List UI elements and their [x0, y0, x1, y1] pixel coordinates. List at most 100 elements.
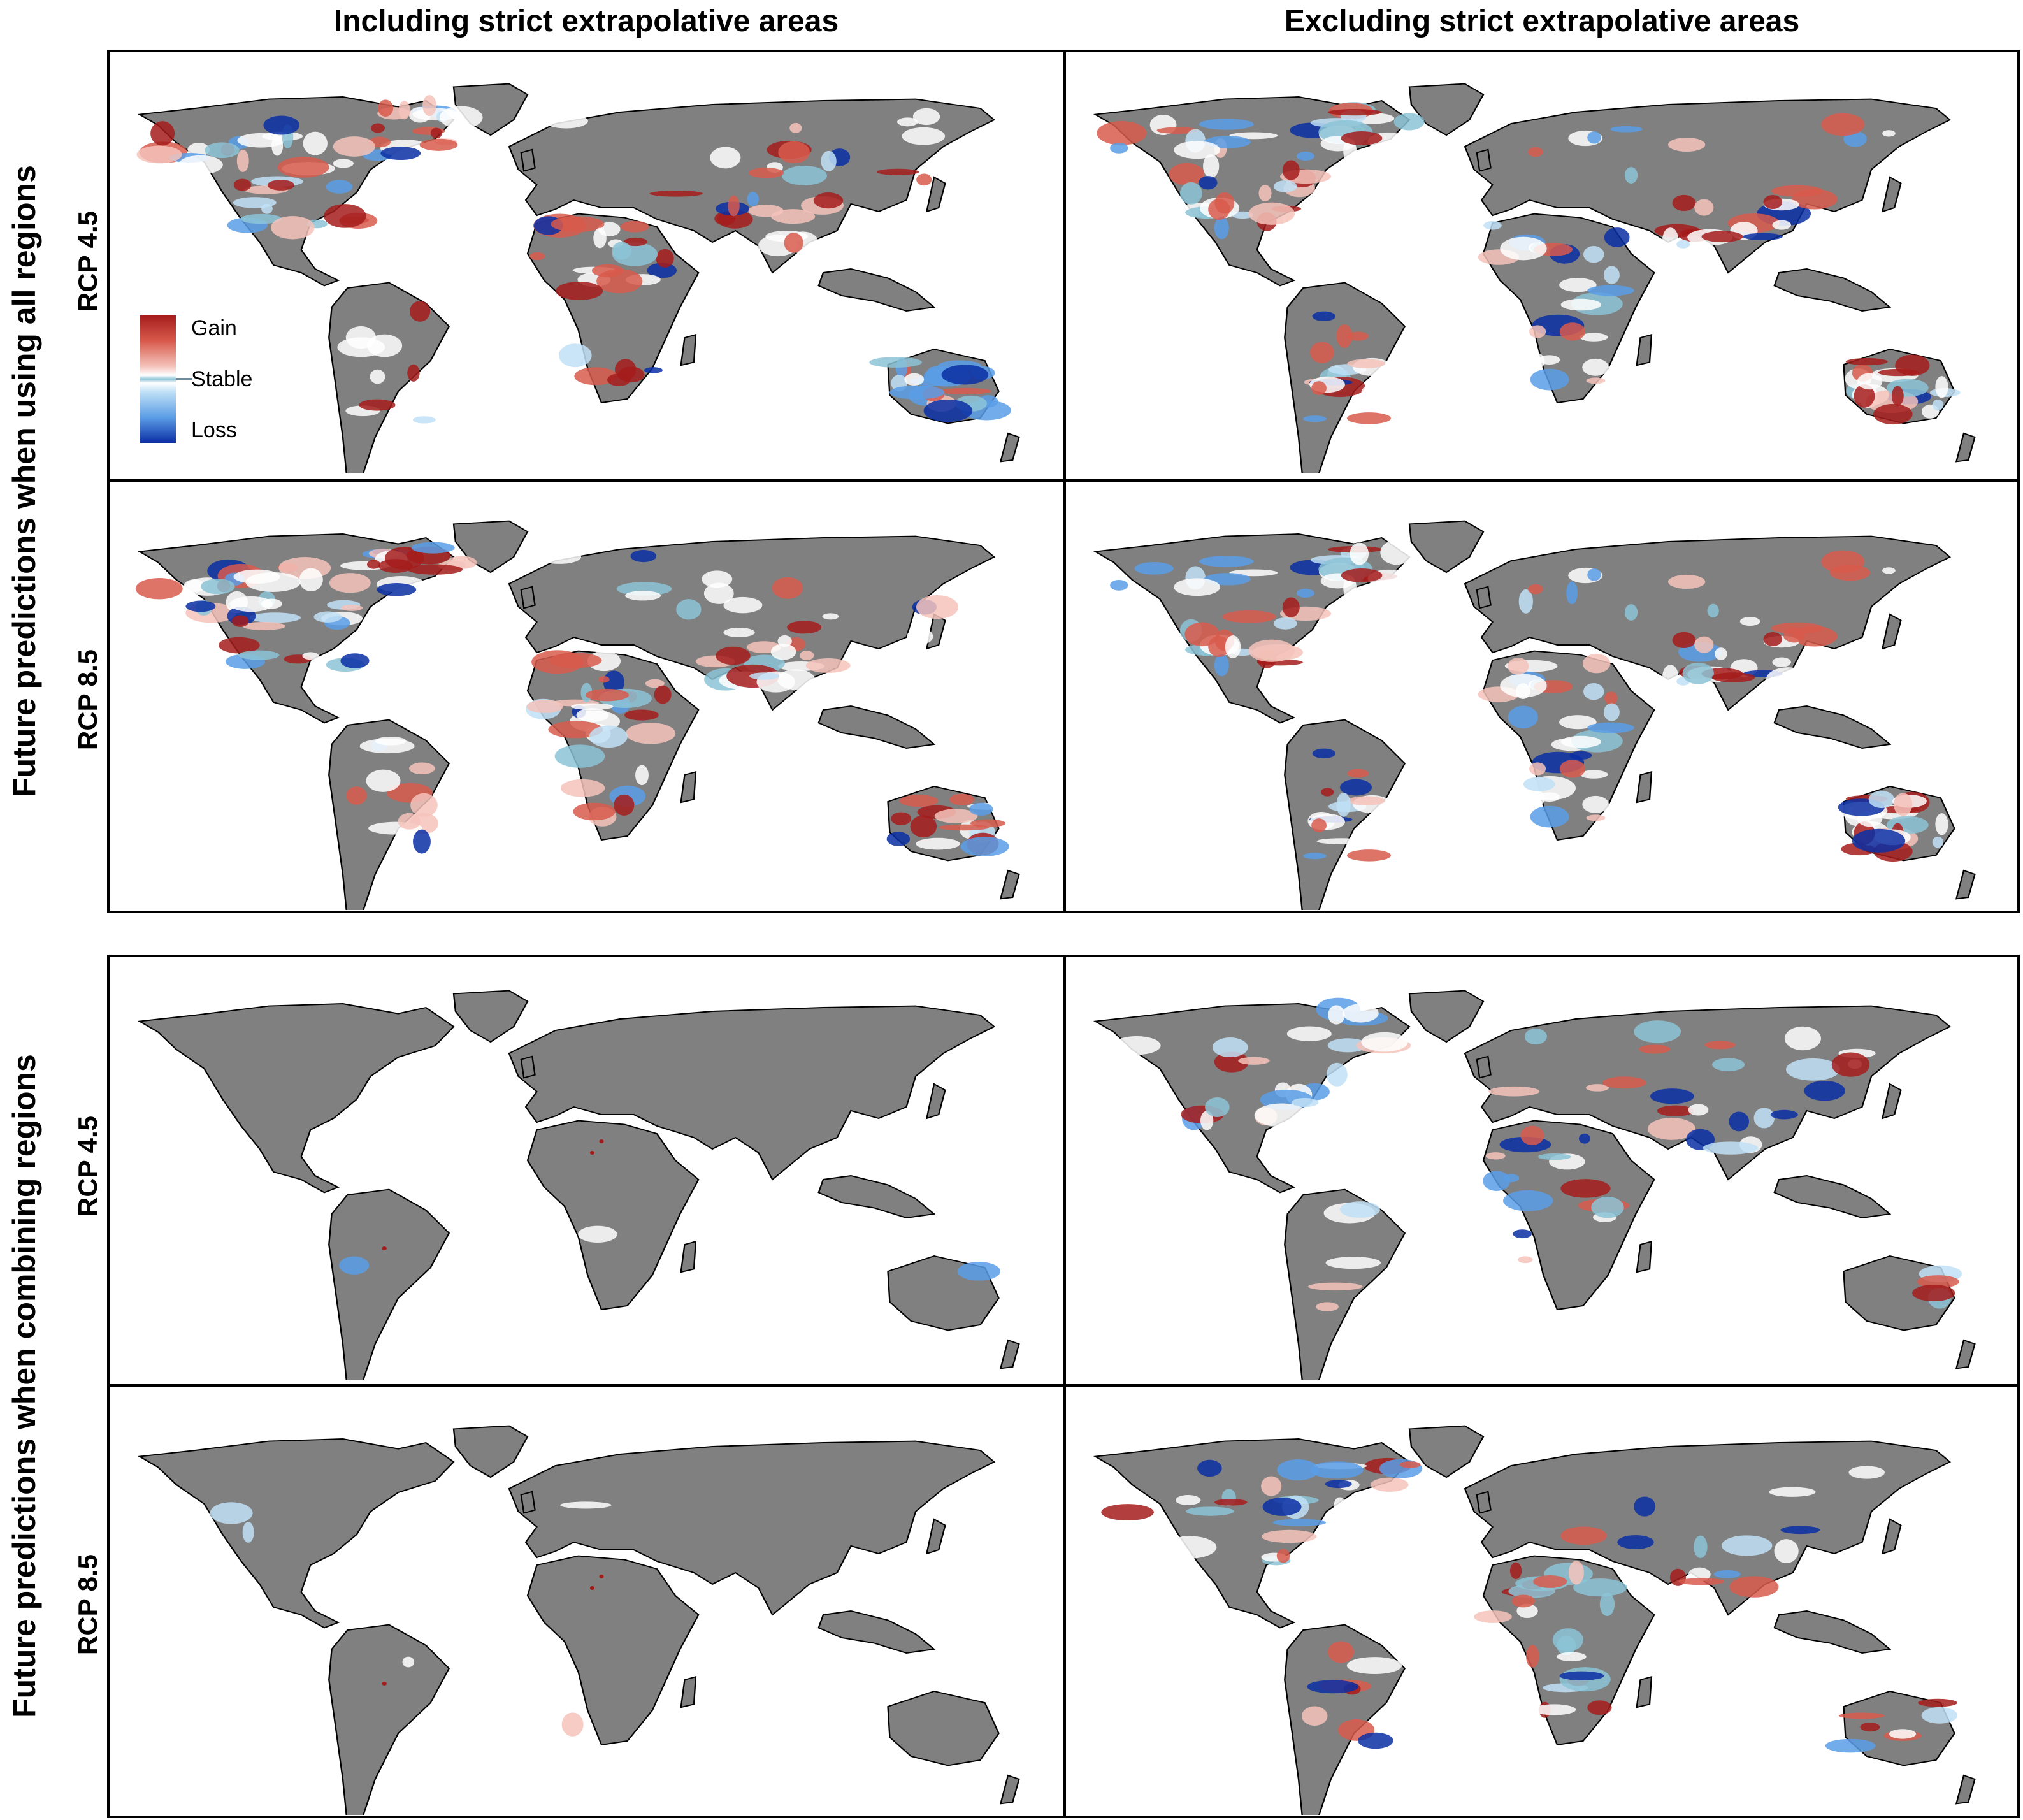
change-patch	[549, 653, 602, 668]
change-patch	[1729, 1111, 1750, 1132]
change-patch	[1358, 1732, 1393, 1749]
change-patch	[614, 794, 635, 816]
change-patch	[1530, 368, 1569, 391]
change-patch	[1341, 568, 1383, 582]
change-patch	[1559, 760, 1586, 778]
change-patch	[1580, 333, 1608, 342]
change-patch	[233, 569, 280, 584]
change-patch	[1857, 373, 1883, 390]
change-patch	[1340, 779, 1372, 796]
legend-label-gain: Gain	[191, 316, 237, 340]
change-patch	[702, 570, 733, 588]
change-patch	[1783, 627, 1806, 643]
change-patch	[1624, 167, 1638, 184]
change-patch	[1604, 227, 1630, 247]
change-patch	[1918, 1698, 1957, 1707]
change-patch	[899, 795, 939, 807]
change-patch	[1296, 151, 1314, 161]
change-speck	[589, 1586, 595, 1590]
change-patch	[1580, 770, 1608, 779]
change-patch	[340, 605, 363, 611]
change-patch	[1525, 352, 1545, 370]
change-patch	[1104, 609, 1125, 617]
change-patch	[576, 708, 609, 722]
change-patch	[1291, 1097, 1319, 1108]
change-patch	[1566, 581, 1578, 605]
change-patch	[578, 1225, 617, 1243]
change-patch	[1610, 126, 1643, 133]
change-patch	[185, 600, 216, 612]
change-patch	[359, 739, 415, 754]
change-patch	[969, 802, 993, 816]
change-patch	[1650, 1088, 1694, 1104]
change-patch	[1583, 246, 1604, 263]
change-patch	[1603, 703, 1620, 721]
change-patch	[1703, 1141, 1759, 1155]
change-patch	[1184, 622, 1220, 647]
change-patch	[1559, 322, 1586, 341]
change-patch	[430, 127, 443, 139]
land-uk	[1476, 1055, 1492, 1079]
change-patch	[422, 95, 436, 117]
change-patch	[1316, 838, 1366, 844]
change-patch	[1258, 185, 1272, 202]
change-patch	[1483, 221, 1502, 230]
change-patch	[889, 385, 945, 400]
land-new-zealand	[1955, 432, 1976, 463]
change-patch	[1174, 578, 1221, 596]
land-new-zealand	[999, 869, 1020, 900]
change-patch	[1763, 194, 1783, 210]
change-patch	[1225, 635, 1241, 658]
change-patch	[1694, 199, 1714, 216]
land-madagascar	[680, 1675, 697, 1708]
change-patch	[620, 220, 649, 233]
land-uk	[520, 1491, 536, 1514]
change-patch	[1586, 377, 1606, 384]
change-patch	[1214, 654, 1229, 677]
change-patch	[1821, 113, 1865, 136]
change-patch	[822, 613, 839, 620]
change-patch	[232, 615, 249, 627]
change-patch	[1276, 1549, 1290, 1563]
change-patch	[934, 809, 978, 823]
change-patch	[313, 611, 342, 623]
change-patch	[1617, 1535, 1654, 1550]
change-patch	[1753, 1108, 1775, 1129]
panel-divider-horizontal-top	[107, 479, 2020, 482]
change-patch	[728, 195, 740, 217]
change-patch	[1528, 584, 1543, 595]
change-patch	[1214, 217, 1229, 240]
change-patch	[1569, 751, 1592, 760]
change-patch	[904, 373, 925, 386]
change-patch	[1254, 1103, 1309, 1127]
change-patch	[777, 635, 792, 647]
land-japan	[1881, 613, 1902, 650]
change-patch	[1104, 171, 1125, 180]
change-patch	[1503, 1174, 1520, 1183]
change-patch	[1321, 788, 1334, 797]
change-patch	[910, 815, 937, 838]
change-patch	[778, 141, 810, 164]
change-patch	[1831, 1052, 1870, 1077]
change-patch	[1532, 1704, 1576, 1715]
change-patch	[1585, 1084, 1609, 1092]
change-patch	[1694, 1535, 1708, 1558]
change-patch	[366, 769, 401, 792]
change-patch	[1262, 1498, 1302, 1516]
change-speck	[382, 1682, 387, 1686]
change-patch	[1672, 194, 1696, 212]
change-patch	[329, 573, 371, 593]
change-patch	[1560, 1179, 1611, 1198]
change-patch	[333, 136, 375, 157]
change-patch	[1634, 1496, 1656, 1517]
change-patch	[1474, 1610, 1512, 1623]
change-patch	[1310, 1461, 1364, 1479]
change-patch	[1587, 131, 1601, 144]
change-patch	[1582, 358, 1609, 376]
change-patch	[238, 650, 280, 660]
change-patch	[1603, 266, 1620, 284]
change-patch	[1935, 813, 1948, 835]
change-patch	[1599, 1592, 1615, 1617]
change-patch	[1176, 1494, 1201, 1506]
change-patch	[398, 812, 421, 830]
